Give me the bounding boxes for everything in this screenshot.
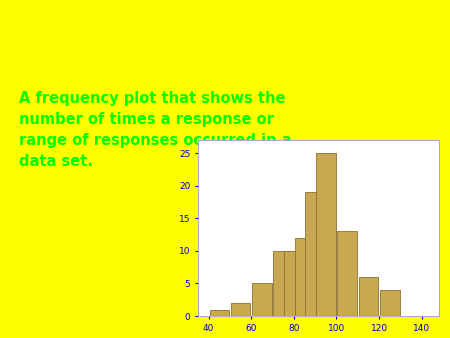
Bar bbox=[274, 251, 293, 316]
Bar bbox=[338, 232, 357, 316]
Bar bbox=[380, 290, 400, 316]
Text: A frequency plot that shows the
number of times a response or
range of responses: A frequency plot that shows the number o… bbox=[18, 91, 291, 169]
Bar bbox=[306, 192, 325, 316]
Bar bbox=[359, 277, 378, 316]
Bar bbox=[284, 251, 304, 316]
Bar bbox=[316, 153, 336, 316]
Bar bbox=[295, 238, 315, 316]
Bar bbox=[231, 303, 250, 316]
Bar bbox=[252, 284, 272, 316]
Text: HISTOGRAM: HISTOGRAM bbox=[92, 25, 358, 63]
Bar bbox=[210, 310, 229, 316]
